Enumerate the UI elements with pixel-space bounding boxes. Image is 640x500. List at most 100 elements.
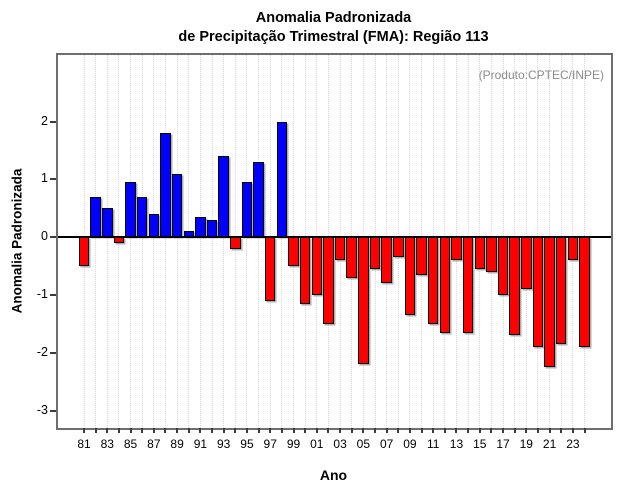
x-tick-1987: [152, 428, 155, 433]
x-tick-2007: [385, 428, 388, 433]
bar-2024: [579, 237, 590, 348]
y-tick-0: [50, 236, 56, 239]
grid-line-1991: [199, 55, 201, 428]
bar-1993: [218, 156, 229, 238]
y-tick-label-0: 0: [41, 229, 48, 244]
x-tick-label-2015: 15: [473, 437, 487, 451]
x-tick-2014: [467, 428, 470, 433]
y-tick--1: [50, 293, 56, 296]
x-tick-1983: [106, 428, 109, 433]
x-tick-2017: [502, 428, 505, 433]
x-tick-2012: [443, 428, 446, 433]
x-tick-label-2023: 23: [566, 437, 580, 451]
bar-2001: [311, 237, 323, 295]
bar-1999: [288, 237, 299, 267]
y-tick-label-1: 1: [41, 171, 48, 186]
bar-2020: [532, 237, 544, 348]
x-tick-2024: [583, 428, 586, 433]
bar-2000: [299, 237, 311, 304]
grid-line-1986: [141, 55, 143, 428]
x-tick-1982: [94, 428, 97, 433]
x-tick-1999: [292, 428, 295, 433]
x-tick-1989: [176, 428, 179, 433]
x-tick-2005: [362, 428, 365, 433]
x-tick-1998: [280, 428, 283, 433]
bar-2010: [416, 237, 427, 275]
grid-line-1988: [164, 55, 166, 428]
grid-line-1993: [223, 55, 225, 428]
grid-line-1995: [246, 55, 248, 428]
x-tick-2011: [432, 428, 435, 433]
bar-1986: [136, 196, 148, 238]
y-tick-2: [50, 120, 56, 123]
x-tick-2013: [455, 428, 458, 433]
bar-2023: [567, 237, 579, 261]
x-tick-2009: [408, 428, 411, 433]
x-tick-label-2021: 21: [542, 437, 557, 451]
x-tick-1993: [222, 428, 225, 433]
x-tick-label-2009: 09: [403, 437, 417, 451]
x-tick-label-1981: 81: [77, 437, 91, 451]
x-axis-title: Ano: [319, 467, 348, 483]
x-tick-1986: [141, 428, 144, 433]
x-tick-2023: [571, 428, 574, 433]
x-tick-label-2003: 03: [333, 437, 347, 451]
x-tick-1995: [245, 428, 248, 433]
x-tick-label-1999: 99: [286, 437, 301, 451]
bar-1996: [253, 161, 264, 238]
bar-2014: [462, 237, 474, 333]
x-tick-label-2005: 05: [356, 437, 371, 451]
x-tick-label-1995: 95: [240, 437, 254, 451]
x-tick-2022: [560, 428, 563, 433]
bar-1997: [264, 237, 276, 301]
bar-2021: [544, 237, 555, 368]
bar-2007: [381, 237, 392, 284]
bar-2017: [497, 237, 509, 295]
bar-1998: [276, 121, 288, 238]
chart-title-line1: Anomalia Padronizada: [255, 10, 412, 26]
bar-2016: [486, 237, 497, 272]
x-tick-1988: [164, 428, 167, 433]
chart-title-line2: de Precipitação Trimestral (FMA): Região…: [178, 29, 489, 45]
x-tick-label-2013: 13: [449, 437, 464, 451]
x-tick-2000: [304, 428, 307, 433]
x-tick-1997: [269, 428, 272, 433]
bar-2018: [509, 237, 520, 336]
x-tick-label-2011: 11: [426, 437, 440, 451]
y-tick-label--1: -1: [36, 286, 48, 301]
y-tick-label--2: -2: [36, 344, 48, 359]
grid-line-1990: [188, 55, 190, 428]
x-tick-1991: [199, 428, 202, 433]
x-tick-label-2019: 19: [519, 437, 533, 451]
grid-line-1998: [281, 55, 283, 428]
grid-line-1987: [153, 55, 155, 428]
bar-1988: [160, 133, 171, 238]
x-tick-2001: [315, 428, 318, 433]
bar-2002: [323, 237, 334, 324]
x-tick-2010: [420, 428, 423, 433]
y-tick-1: [50, 178, 56, 181]
x-tick-2004: [350, 428, 353, 433]
bar-2008: [393, 237, 404, 258]
x-tick-2006: [374, 428, 376, 433]
x-tick-2008: [397, 428, 400, 433]
x-tick-2018: [513, 428, 516, 433]
bar-1981: [78, 237, 90, 267]
x-tick-label-1989: 89: [170, 437, 184, 451]
chart-title: Anomalia Padronizada de Precipitação Tri…: [57, 9, 610, 47]
x-tick-2015: [478, 428, 481, 433]
bar-2012: [439, 237, 451, 333]
bar-2022: [555, 237, 567, 345]
bar-2006: [369, 237, 381, 269]
grid-line-1985: [130, 55, 132, 428]
grid-line-1982: [95, 55, 97, 428]
x-tick-1985: [129, 428, 132, 433]
x-tick-2021: [548, 428, 551, 433]
x-tick-2002: [327, 428, 330, 433]
x-tick-1990: [187, 428, 190, 433]
x-tick-label-1985: 85: [123, 437, 138, 451]
x-tick-label-2017: 17: [496, 437, 510, 451]
x-tick-1984: [117, 428, 120, 433]
bar-1985: [125, 182, 136, 238]
